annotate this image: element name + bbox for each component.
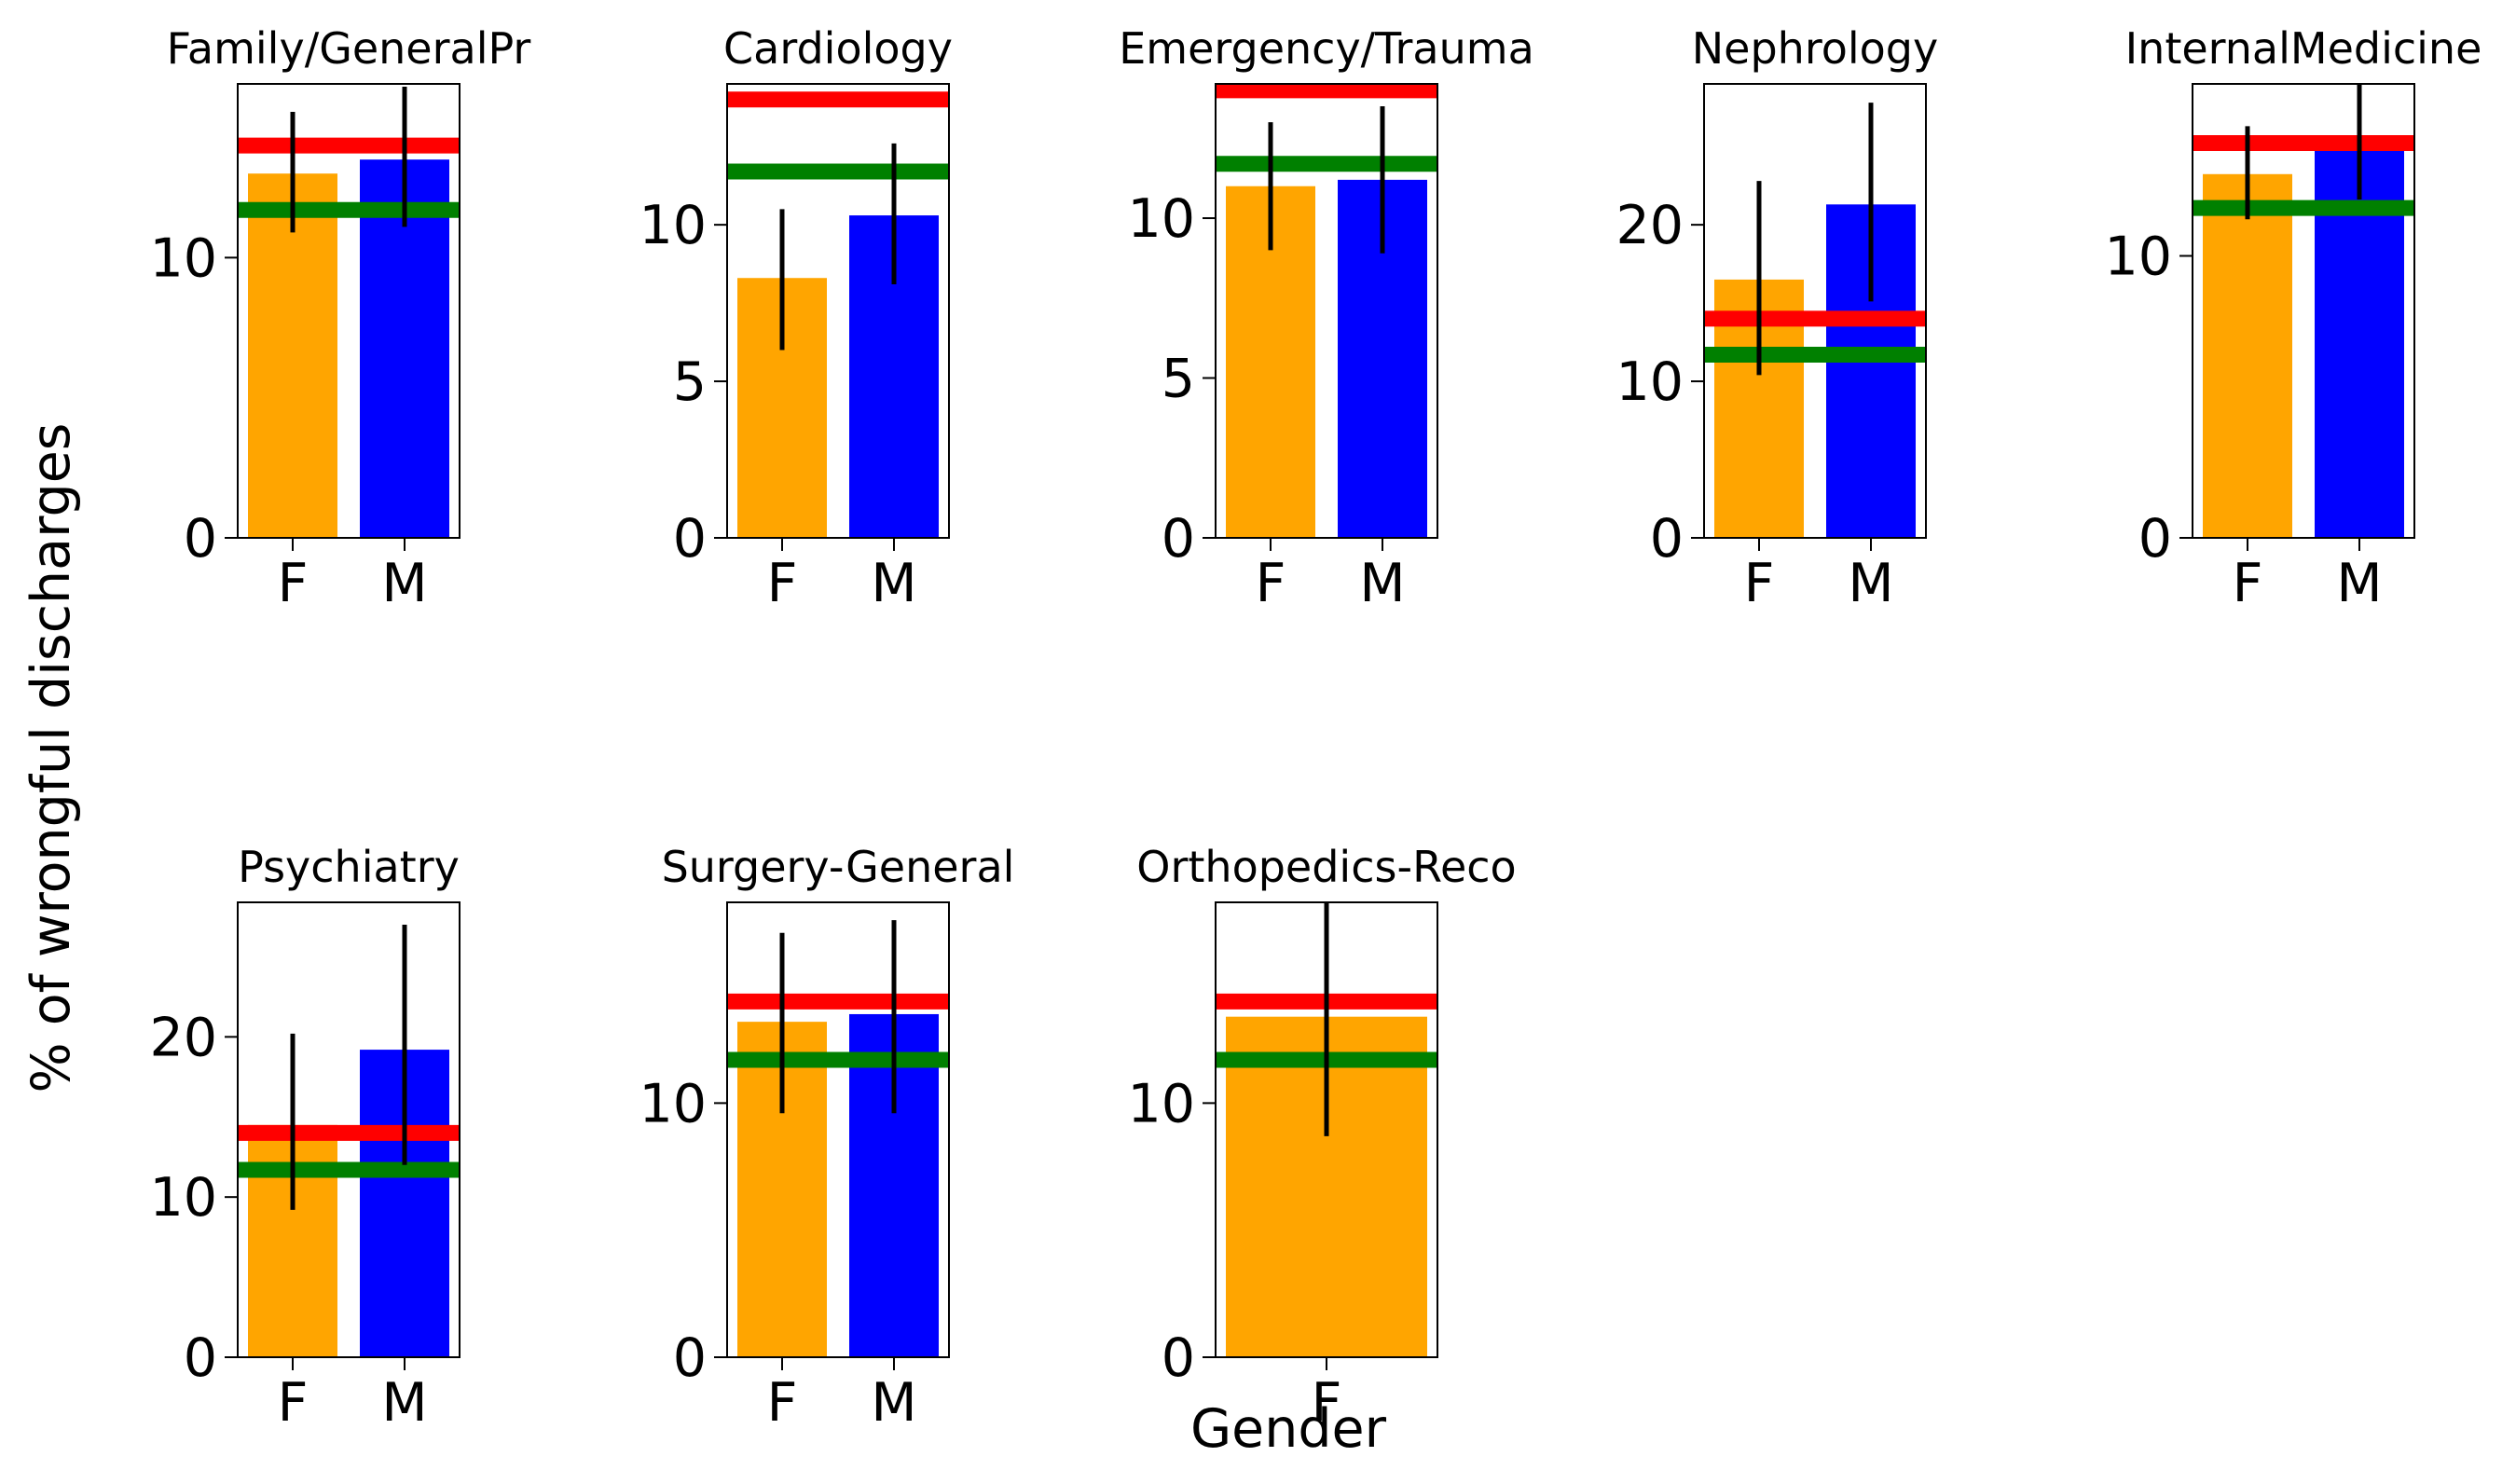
axes-frame <box>726 83 950 539</box>
y-axis-label: % of wrongful discharges <box>21 423 82 1093</box>
x-tick-label-M: M <box>381 553 427 614</box>
x-tick-label-F: F <box>1256 553 1286 614</box>
x-tick-label-F: F <box>1312 1372 1342 1434</box>
x-tick-label-M: M <box>1359 553 1405 614</box>
panel-title: Nephrology <box>1692 23 1938 74</box>
plot-area <box>727 91 949 538</box>
axes-frame <box>1703 83 1927 539</box>
panel-title: Emergency/Trauma <box>1119 23 1534 74</box>
y-tick-label: 0 <box>673 508 707 570</box>
y-tick-label: 10 <box>639 195 707 256</box>
y-tick-label: 10 <box>1127 188 1195 250</box>
y-tick-label: 10 <box>639 1073 707 1134</box>
y-tick-label: 0 <box>1162 508 1195 570</box>
axes-frame <box>1215 83 1438 539</box>
bar-F <box>2203 173 2292 538</box>
x-tick-label-F: F <box>278 1372 309 1434</box>
axes-frame <box>2192 83 2415 539</box>
y-tick-label: 5 <box>673 351 707 413</box>
panel-title: Psychiatry <box>238 842 460 892</box>
panel-2: Cardiology 0 5 10 F M <box>639 23 952 614</box>
y-tick-label: 5 <box>1162 349 1195 410</box>
x-tick-label-M: M <box>871 553 916 614</box>
panel-4: Nephrology 0 10 20 F M <box>1615 23 1938 614</box>
panel-5: InternalMedicine 0 10 F M <box>2104 23 2482 614</box>
y-tick-label: 10 <box>149 227 217 289</box>
y-tick-label: 0 <box>184 508 217 570</box>
panel-1: Family/GeneralPr 0 10 F M <box>149 23 530 614</box>
y-tick-label: 10 <box>149 1167 217 1229</box>
x-axis-label: Gender <box>1190 1398 1387 1460</box>
x-tick-label-M: M <box>871 1372 916 1434</box>
panel-title: InternalMedicine <box>2125 23 2482 74</box>
panel-title: Orthopedics-Reco <box>1136 842 1516 892</box>
axes-frame <box>237 901 461 1358</box>
x-tick-label-F: F <box>1744 553 1775 614</box>
panel-title: Surgery-General <box>662 842 1015 892</box>
y-tick-label: 10 <box>1127 1073 1195 1134</box>
panel-title: Family/GeneralPr <box>167 23 531 74</box>
y-tick-label: 10 <box>1615 351 1684 413</box>
x-tick-label-F: F <box>278 553 309 614</box>
panel-7: Surgery-General 0 10 F M <box>639 842 1014 1434</box>
y-tick-label: 0 <box>2138 508 2172 570</box>
y-tick-label: 10 <box>2104 227 2172 288</box>
x-tick-label-F: F <box>2233 553 2263 614</box>
panel-6: Psychiatry 0 10 20 F M <box>149 842 461 1434</box>
y-tick-label: 0 <box>1162 1327 1195 1389</box>
x-tick-label-M: M <box>2336 553 2382 614</box>
y-tick-label: 20 <box>149 1007 217 1068</box>
axes-frame <box>237 83 461 539</box>
panel-title: Cardiology <box>723 23 953 74</box>
y-tick-label: 20 <box>1615 195 1684 256</box>
panel-3: Emergency/Trauma 0 5 10 F M <box>1119 23 1534 614</box>
x-tick-label-F: F <box>767 553 798 614</box>
plot-area <box>2193 135 2414 538</box>
y-tick-label: 0 <box>184 1327 217 1389</box>
y-tick-label: 0 <box>1650 508 1684 570</box>
bar-F <box>248 173 337 538</box>
axes-frame <box>726 901 950 1358</box>
x-tick-label-M: M <box>1848 553 1893 614</box>
y-tick-label: 0 <box>673 1327 707 1389</box>
x-tick-label-M: M <box>381 1372 427 1434</box>
x-tick-label-F: F <box>767 1372 798 1434</box>
panel-8: Orthopedics-Reco 0 10 F <box>1127 842 1516 1434</box>
